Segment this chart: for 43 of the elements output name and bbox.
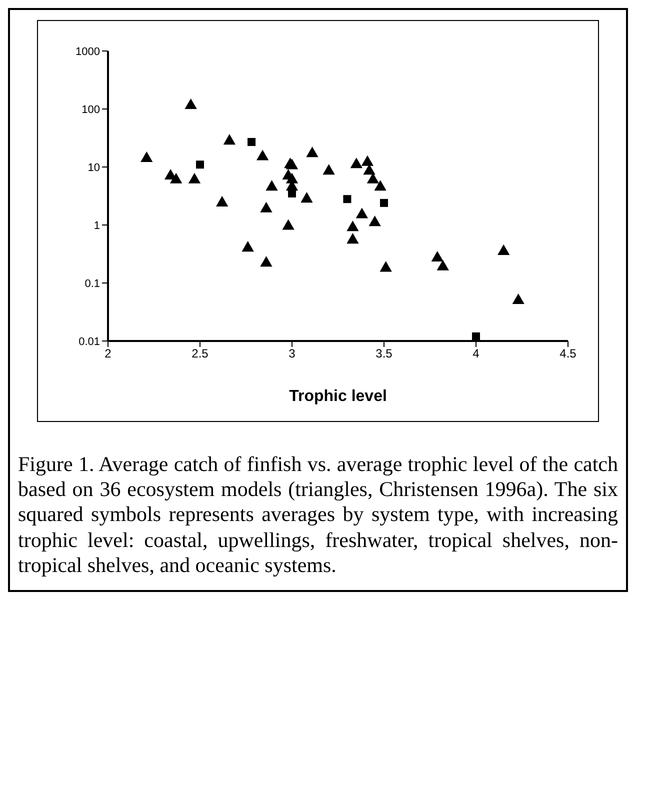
x-tick-label: 3 — [288, 346, 296, 361]
y-tick-label: 1 — [94, 220, 100, 232]
point — [170, 172, 182, 184]
point — [248, 138, 256, 146]
point — [431, 250, 444, 262]
x-tick-label: 2 — [104, 346, 112, 361]
point — [260, 256, 272, 267]
point — [260, 202, 272, 212]
y-tick-label: 100 — [82, 104, 100, 116]
point — [356, 208, 368, 218]
point — [223, 134, 236, 145]
x-tick-label: 2.5 — [192, 346, 209, 361]
x-tick-label: 4 — [472, 346, 480, 361]
x-axis-title: Trophic level — [289, 388, 387, 405]
point — [322, 164, 335, 175]
point — [361, 155, 374, 166]
point — [140, 152, 153, 162]
caption: Figure 1. Average catch of finfish vs. average trophic level of the catch based on 36 ecosystem models (triangles, Christensen 1996a). The six squared symbols represents averages by system type, with increasing trophic level: coastal, upwellings, freshwater, tropical shelves, non-tropical shelves, and oceanic systems. — [18, 452, 618, 578]
point — [216, 196, 228, 206]
y-tick-label: 0.01 — [78, 336, 100, 348]
point — [242, 241, 254, 252]
y-tick-label: 0.1 — [84, 278, 100, 290]
x-tick-label: 3.5 — [376, 346, 393, 361]
point — [346, 233, 359, 244]
point — [188, 172, 201, 184]
point — [184, 98, 197, 109]
y-tick-label: 10 — [88, 162, 100, 174]
x-tick-label: 4.5 — [560, 346, 577, 361]
point — [350, 158, 362, 168]
point — [374, 180, 386, 191]
point — [512, 293, 524, 304]
point — [498, 244, 510, 255]
point — [300, 192, 313, 203]
point — [266, 180, 278, 191]
point — [346, 220, 359, 232]
point — [436, 260, 449, 270]
point — [380, 261, 392, 272]
point — [368, 216, 381, 226]
point — [282, 219, 294, 230]
point — [306, 146, 318, 158]
point — [256, 150, 269, 160]
y-tick-label: 1000 — [76, 46, 100, 58]
point — [363, 164, 376, 175]
